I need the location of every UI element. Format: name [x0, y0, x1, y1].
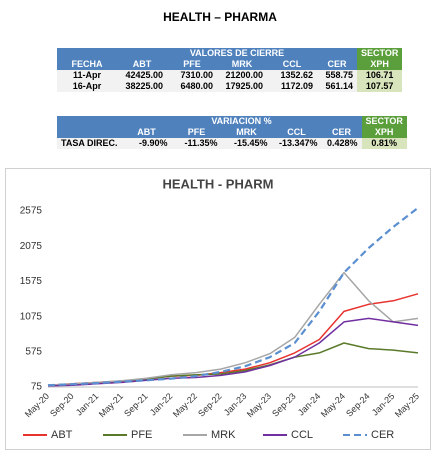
table-cell: 42425.00 [117, 70, 167, 81]
legend-label: PFE [131, 429, 152, 441]
x-tick-label: Sep-23 [270, 391, 298, 419]
column-header: PFE [167, 59, 217, 70]
table-row: VARIACION % SECTOR [57, 116, 407, 127]
table-cell: TASA DIREC. [57, 138, 122, 149]
table-row: TASA DIREC. -9.90% -11.35% -15.45% -13.347% 0… [57, 138, 407, 149]
table-cell: -15.45% [221, 138, 272, 149]
column-header: XPH [361, 127, 407, 138]
x-tick-label: Jan-22 [148, 391, 175, 418]
chart-box: HEALTH - PHARM 75 575 1075 1575 2075 2575 May-… [5, 168, 431, 450]
chart: HEALTH - PHARM 75 575 1075 1575 2075 2575 May-… [20, 176, 421, 441]
group-header: VARIACION % [121, 116, 362, 127]
column-header: ABT [121, 127, 172, 138]
table-cell: 21200.00 [217, 70, 267, 81]
column-header: MRK [217, 59, 267, 70]
series-line [47, 342, 419, 386]
column-header: PFE [171, 127, 222, 138]
series-line [47, 207, 419, 387]
column-header: CCL [271, 127, 322, 138]
table-cell: 107.57 [357, 81, 403, 92]
table-cell: 0.428% [321, 138, 362, 149]
y-tick-label: 75 [31, 382, 43, 393]
table-cell: 1352.62 [267, 70, 317, 81]
legend-label: MRK [211, 429, 236, 441]
header-cell [57, 48, 117, 59]
table-cell: 6480.00 [167, 81, 217, 92]
y-tick-label: 1075 [20, 311, 43, 322]
y-tick-label: 2075 [20, 241, 43, 252]
column-header: ABT [117, 59, 167, 70]
column-header: XPH [357, 59, 403, 70]
legend-label: CCL [291, 429, 313, 441]
legend-label: ABT [51, 429, 73, 441]
table-cell: 558.75 [317, 70, 357, 81]
x-tick-label: May-20 [23, 391, 51, 419]
chart-title: HEALTH - PHARM [163, 176, 274, 191]
header-cell [57, 127, 122, 138]
table-row: 16-Apr 38225.00 6480.00 17925.00 1172.09 561.… [57, 81, 403, 92]
header-cell [57, 116, 122, 127]
x-tick-label: Sep-22 [196, 391, 224, 419]
series-line [47, 317, 419, 387]
legend-label: CER [371, 429, 394, 441]
page-title: HEALTH – PHARMA [163, 10, 277, 24]
table-cell: 561.14 [317, 81, 357, 92]
table-row: FECHA ABT PFE MRK CCL CER XPH [57, 59, 403, 70]
series-line [47, 271, 419, 386]
group-header: VALORES DE CIERRE [117, 48, 357, 59]
table-cell: 38225.00 [117, 81, 167, 92]
table-cell: 106.71 [357, 70, 403, 81]
table-cell: 7310.00 [167, 70, 217, 81]
closing-table: VALORES DE CIERRE SECTOR FECHA ABT PFE MRK CCL… [57, 48, 403, 92]
variation-table: VARIACION % SECTOR ABT PFE MRK CCL CER XPH TASA … [57, 116, 407, 149]
sector-header: SECTOR [357, 48, 403, 59]
y-tick-label: 2575 [20, 206, 43, 217]
table-cell: -11.35% [171, 138, 222, 149]
table-row: 11-Apr 42425.00 7310.00 21200.00 1352.62 558.… [57, 70, 403, 81]
x-tick-label: Jan-23 [222, 391, 249, 418]
x-tick-label: Sep-21 [122, 391, 150, 419]
x-tick-label: May-22 [171, 391, 199, 419]
table-cell: 17925.00 [217, 81, 267, 92]
table-cell: 11-Apr [57, 70, 117, 81]
table-row: VALORES DE CIERRE SECTOR [57, 48, 403, 59]
table-cell: -13.347% [271, 138, 322, 149]
x-tick-label: May-23 [245, 391, 273, 419]
x-tick-label: May-24 [319, 391, 347, 419]
table-row: ABT PFE MRK CCL CER XPH [57, 127, 407, 138]
y-tick-label: 575 [25, 346, 42, 357]
y-tick-label: 1575 [20, 276, 43, 287]
x-tick-label: Sep-24 [344, 391, 372, 419]
x-tick-label: Jan-24 [296, 391, 323, 418]
column-header: FECHA [57, 59, 117, 70]
column-header: MRK [221, 127, 272, 138]
table-cell: 1172.09 [267, 81, 317, 92]
column-header: CCL [267, 59, 317, 70]
x-tick-label: Jan-25 [370, 391, 397, 418]
x-tick-label: Jan-21 [74, 391, 101, 418]
x-tick-label: May-21 [97, 391, 125, 419]
series-line [47, 293, 419, 386]
table-cell: -9.90% [121, 138, 172, 149]
sector-header: SECTOR [361, 116, 407, 127]
table-cell: 0.81% [361, 138, 407, 149]
column-header: CER [317, 59, 357, 70]
column-header: CER [321, 127, 362, 138]
x-tick-label: Sep-20 [48, 391, 76, 419]
table-cell: 16-Apr [57, 81, 117, 92]
x-tick-label: May-25 [393, 391, 421, 419]
